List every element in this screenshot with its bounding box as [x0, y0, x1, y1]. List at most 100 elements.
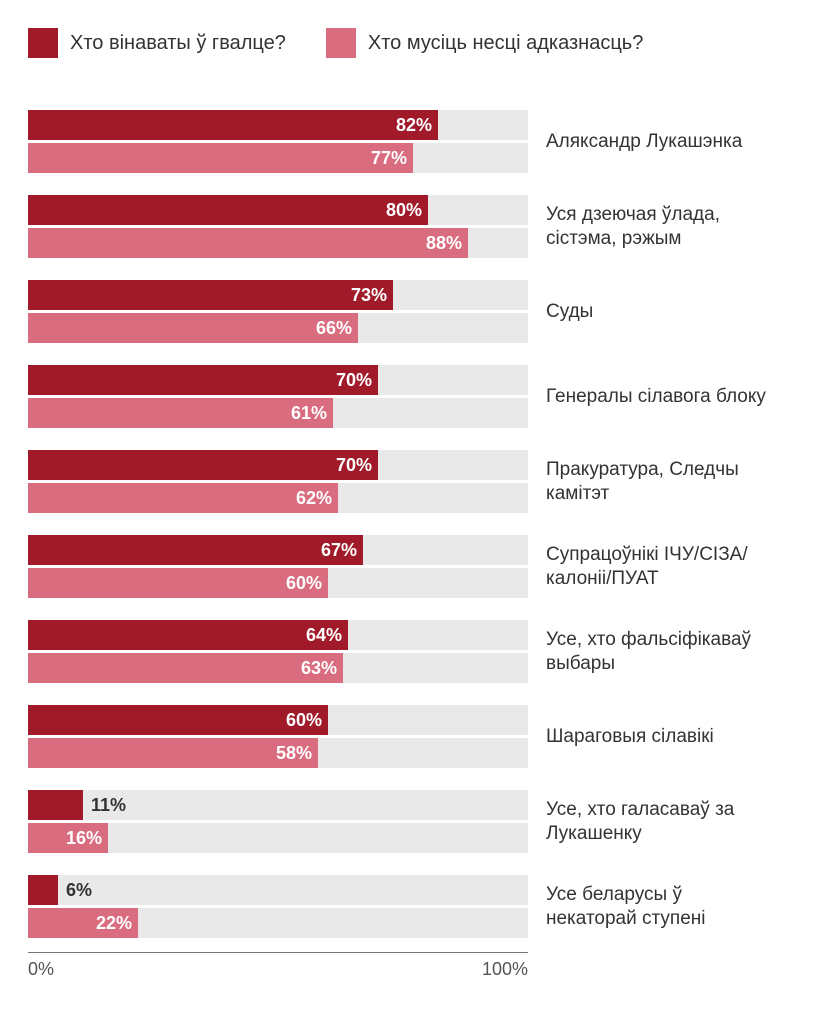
bar-fill-s1: 64%	[28, 620, 348, 650]
bar-track: 70%	[28, 365, 528, 395]
bar-value: 22%	[96, 913, 132, 934]
bar-value: 6%	[58, 880, 92, 901]
bar-value: 58%	[276, 743, 312, 764]
legend-label-series2: Хто мусіць несці адказнасць?	[368, 32, 643, 55]
chart-row: 70% 61% Генералы сілавога блоку	[28, 365, 777, 428]
bar-value: 16%	[66, 828, 102, 849]
bar-value: 67%	[321, 540, 357, 561]
bar-fill-s2: 22%	[28, 908, 138, 938]
bar-fill-s2: 16%	[28, 823, 108, 853]
bar-fill-s1: 70%	[28, 450, 378, 480]
chart-row: 60% 58% Шараговыя сілавікі	[28, 705, 777, 768]
bar-track: 16%	[28, 823, 528, 853]
bar-group: 80%88%	[28, 195, 528, 258]
survey-bar-chart: Хто вінаваты ў гвалце? Хто мусіць несці …	[0, 0, 813, 1008]
bar-track: 73%	[28, 280, 528, 310]
axis-max: 100%	[482, 959, 528, 980]
legend-swatch-series2	[326, 28, 356, 58]
bar-fill-s2: 77%	[28, 143, 413, 173]
bar-group: 73% 66%	[28, 280, 528, 343]
bar-value: 77%	[371, 148, 407, 169]
bar-fill-s2: 63%	[28, 653, 343, 683]
category-label: Суды	[546, 300, 593, 324]
bar-fill-s2: 66%	[28, 313, 358, 343]
bar-fill-s1: 6%	[28, 875, 58, 905]
bar-group: 67% 60%	[28, 535, 528, 598]
category-label: Уся дзеючая ўлада, сістэма, рэжым	[546, 203, 777, 251]
category-label: Усе, хто галасаваў за Лукашенку	[546, 798, 777, 846]
bar-fill-s1: 11%	[28, 790, 83, 820]
chart-row: 67% 60% Супрацоўнікі ІЧУ/СІЗА/калоніі/ПУАТ	[28, 535, 777, 598]
bar-track: 77%	[28, 143, 528, 173]
bar-track: 63%	[28, 653, 528, 683]
bar-fill-s1: 60%	[28, 705, 328, 735]
bar-value: 60%	[286, 573, 322, 594]
category-label: Усе беларусы ў некаторай ступені	[546, 883, 777, 931]
bar-track: 60%	[28, 568, 528, 598]
bar-track: 6%	[28, 875, 528, 905]
chart-rows: 82% 77% Аляксандр Лукашэнка 80%88% Уся дзеюч…	[28, 110, 777, 938]
bar-value: 62%	[296, 488, 332, 509]
category-label: Шараговыя сілавікі	[546, 725, 714, 749]
category-label: Супрацоўнікі ІЧУ/СІЗА/калоніі/ПУАТ	[546, 543, 777, 591]
category-label: Аляксандр Лукашэнка	[546, 130, 742, 154]
bar-value: 70%	[336, 370, 372, 391]
chart-row: 64% 63% Усе, хто фальсіфікаваў выбары	[28, 620, 777, 683]
bar-track: 66%	[28, 313, 528, 343]
bar-value: 61%	[291, 403, 327, 424]
bar-group: 70% 61%	[28, 365, 528, 428]
bar-track: 80%	[28, 195, 528, 225]
legend-swatch-series1	[28, 28, 58, 58]
bar-group: 70%62%	[28, 450, 528, 513]
bar-group: 60% 58%	[28, 705, 528, 768]
chart-row: 6%22%Усе беларусы ў некаторай ступені	[28, 875, 777, 938]
chart-row: 73% 66% Суды	[28, 280, 777, 343]
axis-min: 0%	[28, 959, 54, 980]
bar-track: 62%	[28, 483, 528, 513]
bar-group: 82% 77%	[28, 110, 528, 173]
bar-track: 61%	[28, 398, 528, 428]
legend-label-series1: Хто вінаваты ў гвалце?	[70, 32, 286, 55]
category-label: Усе, хто фальсіфікаваў выбары	[546, 628, 777, 676]
legend: Хто вінаваты ў гвалце? Хто мусіць несці …	[28, 28, 777, 58]
bar-track: 22%	[28, 908, 528, 938]
bar-value: 82%	[396, 115, 432, 136]
bar-track: 88%	[28, 228, 528, 258]
legend-item-series1: Хто вінаваты ў гвалце?	[28, 28, 286, 58]
bar-value: 88%	[426, 233, 462, 254]
chart-row: 11% 16% Усе, хто галасаваў за Лукашенку	[28, 790, 777, 853]
chart-row: 82% 77% Аляксандр Лукашэнка	[28, 110, 777, 173]
bar-fill-s1: 80%	[28, 195, 428, 225]
category-label: Пракуратура, Следчы камітэт	[546, 458, 777, 506]
bar-value: 60%	[286, 710, 322, 731]
bar-value: 70%	[336, 455, 372, 476]
bar-fill-s2: 62%	[28, 483, 338, 513]
bar-value: 64%	[306, 625, 342, 646]
chart-row: 80%88% Уся дзеючая ўлада, сістэма, рэжым	[28, 195, 777, 258]
bar-value: 63%	[301, 658, 337, 679]
bar-track: 11%	[28, 790, 528, 820]
bar-value: 73%	[351, 285, 387, 306]
bar-track: 67%	[28, 535, 528, 565]
bar-fill-s2: 61%	[28, 398, 333, 428]
bar-group: 6%22%	[28, 875, 528, 938]
bar-group: 11% 16%	[28, 790, 528, 853]
bar-value: 66%	[316, 318, 352, 339]
bar-value: 11%	[83, 795, 126, 816]
bar-track: 82%	[28, 110, 528, 140]
bar-fill-s1: 73%	[28, 280, 393, 310]
x-axis: 0% 100%	[28, 952, 528, 980]
bar-fill-s1: 70%	[28, 365, 378, 395]
legend-item-series2: Хто мусіць несці адказнасць?	[326, 28, 643, 58]
bar-track: 60%	[28, 705, 528, 735]
bar-track: 70%	[28, 450, 528, 480]
bar-fill-s1: 67%	[28, 535, 363, 565]
bar-group: 64% 63%	[28, 620, 528, 683]
bar-track: 58%	[28, 738, 528, 768]
bar-track: 64%	[28, 620, 528, 650]
bar-fill-s2: 58%	[28, 738, 318, 768]
bar-fill-s2: 60%	[28, 568, 328, 598]
bar-value: 80%	[386, 200, 422, 221]
chart-row: 70%62% Пракуратура, Следчы камітэт	[28, 450, 777, 513]
category-label: Генералы сілавога блоку	[546, 385, 766, 409]
